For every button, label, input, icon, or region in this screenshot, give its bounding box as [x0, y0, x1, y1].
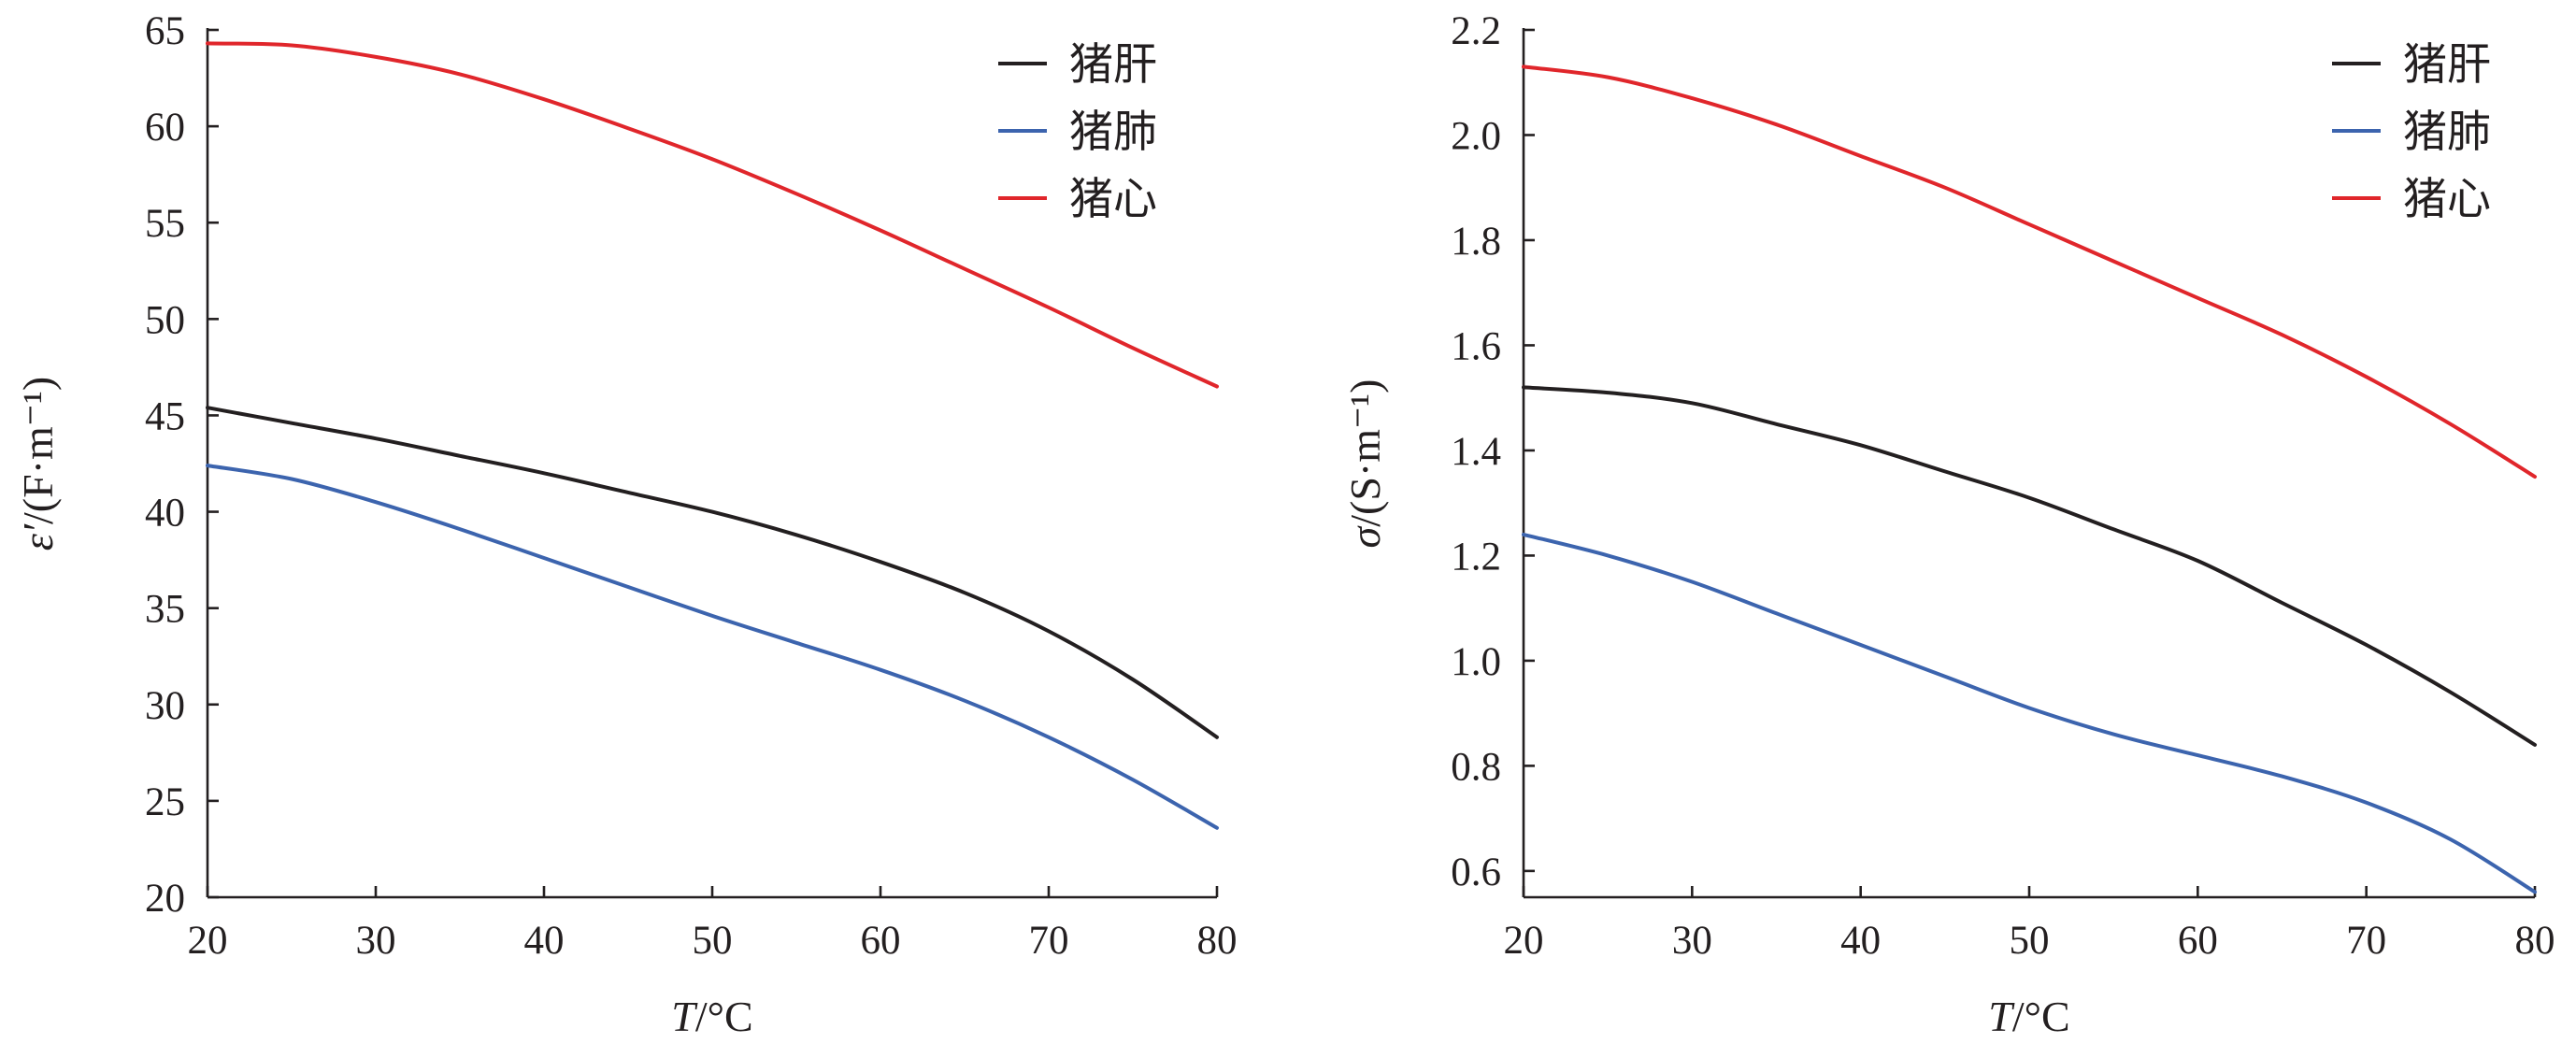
legend-label: 猪肺 [1069, 107, 1157, 158]
y-tick-label: 45 [145, 394, 185, 438]
y-tick-label: 0.6 [1451, 851, 1501, 894]
y-tick-label: 30 [145, 684, 185, 728]
x-axis-title-unit: /°C [695, 993, 753, 1040]
series-line-2 [1522, 64, 2537, 479]
y-tick-label: 2.2 [1451, 9, 1501, 53]
y-tick-label: 65 [145, 9, 185, 53]
series-line-1 [1522, 532, 2537, 894]
x-tick-label: 70 [1029, 919, 1069, 963]
x-axis-title-unit: /°C [2012, 993, 2070, 1040]
y-tick-label: 1.2 [1451, 535, 1501, 579]
y-tick-label: 35 [145, 588, 185, 632]
y-tick-label: 0.8 [1451, 745, 1501, 789]
x-tick-label: 50 [693, 919, 733, 963]
y-axis-title-unit: /(S·m⁻¹) [1341, 379, 1389, 527]
x-tick-label: 50 [2010, 919, 2050, 963]
y-tick-label: 25 [145, 780, 185, 824]
x-tick-label: 30 [356, 919, 396, 963]
y-tick-label: 50 [145, 298, 185, 342]
legend-label: 猪肝 [1069, 39, 1157, 91]
y-tick-label: 1.4 [1451, 430, 1501, 474]
chart-left-permittivity: 20 25 30 35 40 45 50 55 60 65 20 30 40 50 60 70 80 T/°C ε′… [14, 9, 1238, 1040]
y-tick-label: 55 [145, 202, 185, 246]
y-tick-label: 2.0 [1451, 114, 1501, 158]
y-axis-title: ε′/(F·m⁻¹) [14, 377, 62, 550]
series-line-0 [206, 406, 1219, 739]
y-axis-title-unit: /(F·m⁻¹) [14, 377, 62, 524]
x-tick-label: 40 [524, 919, 565, 963]
x-axis-title-variable: T [671, 993, 698, 1040]
x-axis-title-variable: T [1988, 993, 2015, 1040]
y-tick-label: 20 [145, 877, 185, 921]
legend-label: 猪心 [2403, 174, 2491, 225]
y-tick-label: 40 [145, 492, 185, 536]
legend-label: 猪心 [1069, 174, 1157, 225]
y-axis-title-variable: σ [1341, 524, 1389, 548]
x-tick-label: 80 [2515, 919, 2555, 963]
series-line-0 [1522, 385, 2537, 747]
x-tick-label: 60 [2178, 919, 2218, 963]
x-tick-label: 80 [1197, 919, 1238, 963]
y-axis-title-variable: ε′ [14, 523, 62, 550]
x-tick-label: 70 [2346, 919, 2386, 963]
x-axis-title: T/°C [671, 993, 752, 1040]
legend-label: 猪肺 [2403, 107, 2491, 158]
y-tick-label: 1.0 [1451, 640, 1501, 684]
y-tick-label: 60 [145, 106, 185, 150]
series-line-2 [206, 41, 1219, 389]
x-axis-title: T/°C [1988, 993, 2069, 1040]
x-tick-label: 20 [188, 919, 228, 963]
series-line-1 [206, 464, 1219, 830]
x-tick-label: 60 [861, 919, 901, 963]
y-tick-label: 1.8 [1451, 220, 1501, 264]
legend-label: 猪肝 [2403, 39, 2491, 91]
x-tick-label: 40 [1840, 919, 1881, 963]
y-axis-title: σ/(S·m⁻¹) [1341, 379, 1389, 549]
y-tick-label: 1.6 [1451, 324, 1501, 368]
x-tick-label: 30 [1672, 919, 1712, 963]
chart-right-conductivity: 0.6 0.8 1.0 1.2 1.4 1.6 1.8 2.0 2.2 20 30 40 50 60 70 8… [1341, 9, 2555, 1040]
x-tick-label: 20 [1504, 919, 1544, 963]
